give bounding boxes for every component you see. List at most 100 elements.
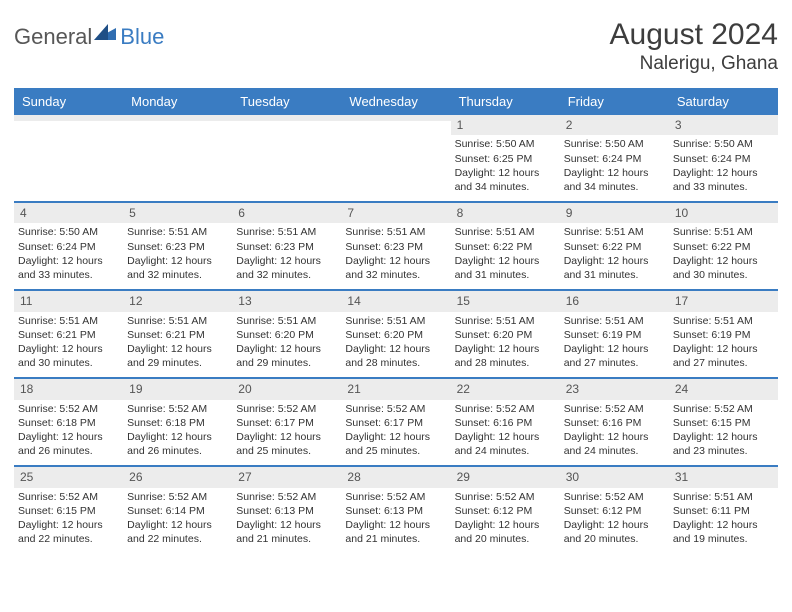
daylight-text-1: Daylight: 12 hours xyxy=(564,518,665,532)
day-cell: 5Sunrise: 5:51 AMSunset: 6:23 PMDaylight… xyxy=(123,202,232,290)
day-info: Sunrise: 5:50 AMSunset: 6:25 PMDaylight:… xyxy=(451,135,560,201)
sunrise-text: Sunrise: 5:51 AM xyxy=(564,225,665,239)
location-label: Nalerigu, Ghana xyxy=(610,53,778,75)
sunrise-text: Sunrise: 5:52 AM xyxy=(564,402,665,416)
page-header: General Blue August 2024 Nalerigu, Ghana xyxy=(14,18,778,82)
day-number: 3 xyxy=(669,115,778,135)
sunset-text: Sunset: 6:20 PM xyxy=(236,328,337,342)
daylight-text-2: and 31 minutes. xyxy=(564,268,665,282)
day-number: 12 xyxy=(123,291,232,311)
calendar-body: 1Sunrise: 5:50 AMSunset: 6:25 PMDaylight… xyxy=(14,115,778,553)
day-info: Sunrise: 5:51 AMSunset: 6:20 PMDaylight:… xyxy=(451,312,560,378)
day-number: 18 xyxy=(14,379,123,399)
sunrise-text: Sunrise: 5:52 AM xyxy=(127,490,228,504)
day-info: Sunrise: 5:50 AMSunset: 6:24 PMDaylight:… xyxy=(669,135,778,201)
day-info: Sunrise: 5:52 AMSunset: 6:14 PMDaylight:… xyxy=(123,488,232,554)
sunset-text: Sunset: 6:12 PM xyxy=(564,504,665,518)
day-number: 14 xyxy=(341,291,450,311)
day-info: Sunrise: 5:51 AMSunset: 6:22 PMDaylight:… xyxy=(560,223,669,289)
day-cell: 25Sunrise: 5:52 AMSunset: 6:15 PMDayligh… xyxy=(14,466,123,553)
sunrise-text: Sunrise: 5:52 AM xyxy=(345,402,446,416)
daylight-text-1: Daylight: 12 hours xyxy=(127,342,228,356)
day-cell: 26Sunrise: 5:52 AMSunset: 6:14 PMDayligh… xyxy=(123,466,232,553)
calendar-table: Sunday Monday Tuesday Wednesday Thursday… xyxy=(14,88,778,553)
sunset-text: Sunset: 6:13 PM xyxy=(236,504,337,518)
daylight-text-2: and 33 minutes. xyxy=(18,268,119,282)
brand-text-1: General xyxy=(14,24,92,50)
day-number: 28 xyxy=(341,467,450,487)
sunrise-text: Sunrise: 5:51 AM xyxy=(564,314,665,328)
sunrise-text: Sunrise: 5:51 AM xyxy=(236,225,337,239)
sunset-text: Sunset: 6:15 PM xyxy=(673,416,774,430)
daylight-text-2: and 32 minutes. xyxy=(127,268,228,282)
sunrise-text: Sunrise: 5:51 AM xyxy=(673,314,774,328)
sunset-text: Sunset: 6:19 PM xyxy=(673,328,774,342)
day-info xyxy=(341,121,450,130)
daylight-text-2: and 22 minutes. xyxy=(127,532,228,546)
day-info: Sunrise: 5:51 AMSunset: 6:11 PMDaylight:… xyxy=(669,488,778,554)
sunrise-text: Sunrise: 5:50 AM xyxy=(673,137,774,151)
daylight-text-2: and 28 minutes. xyxy=(345,356,446,370)
week-row: 4Sunrise: 5:50 AMSunset: 6:24 PMDaylight… xyxy=(14,202,778,290)
day-number: 17 xyxy=(669,291,778,311)
daylight-text-2: and 32 minutes. xyxy=(345,268,446,282)
daylight-text-1: Daylight: 12 hours xyxy=(455,518,556,532)
weekday-wednesday: Wednesday xyxy=(341,88,450,115)
daylight-text-1: Daylight: 12 hours xyxy=(127,254,228,268)
daylight-text-2: and 22 minutes. xyxy=(18,532,119,546)
sunrise-text: Sunrise: 5:51 AM xyxy=(345,314,446,328)
day-number: 27 xyxy=(232,467,341,487)
day-cell: 28Sunrise: 5:52 AMSunset: 6:13 PMDayligh… xyxy=(341,466,450,553)
daylight-text-1: Daylight: 12 hours xyxy=(18,430,119,444)
day-info: Sunrise: 5:50 AMSunset: 6:24 PMDaylight:… xyxy=(14,223,123,289)
day-cell: 30Sunrise: 5:52 AMSunset: 6:12 PMDayligh… xyxy=(560,466,669,553)
daylight-text-2: and 25 minutes. xyxy=(345,444,446,458)
sunset-text: Sunset: 6:22 PM xyxy=(455,240,556,254)
day-number: 8 xyxy=(451,203,560,223)
day-info: Sunrise: 5:51 AMSunset: 6:19 PMDaylight:… xyxy=(560,312,669,378)
sunset-text: Sunset: 6:16 PM xyxy=(455,416,556,430)
sunset-text: Sunset: 6:22 PM xyxy=(564,240,665,254)
daylight-text-1: Daylight: 12 hours xyxy=(345,518,446,532)
daylight-text-1: Daylight: 12 hours xyxy=(673,342,774,356)
daylight-text-2: and 23 minutes. xyxy=(673,444,774,458)
daylight-text-2: and 28 minutes. xyxy=(455,356,556,370)
sunset-text: Sunset: 6:21 PM xyxy=(127,328,228,342)
day-info: Sunrise: 5:52 AMSunset: 6:16 PMDaylight:… xyxy=(560,400,669,466)
day-number: 19 xyxy=(123,379,232,399)
day-cell: 2Sunrise: 5:50 AMSunset: 6:24 PMDaylight… xyxy=(560,115,669,202)
daylight-text-2: and 27 minutes. xyxy=(564,356,665,370)
day-number: 25 xyxy=(14,467,123,487)
day-number: 31 xyxy=(669,467,778,487)
day-cell: 29Sunrise: 5:52 AMSunset: 6:12 PMDayligh… xyxy=(451,466,560,553)
day-cell: 9Sunrise: 5:51 AMSunset: 6:22 PMDaylight… xyxy=(560,202,669,290)
daylight-text-2: and 30 minutes. xyxy=(673,268,774,282)
daylight-text-1: Daylight: 12 hours xyxy=(236,430,337,444)
day-cell: 19Sunrise: 5:52 AMSunset: 6:18 PMDayligh… xyxy=(123,378,232,466)
sunrise-text: Sunrise: 5:51 AM xyxy=(127,225,228,239)
sunrise-text: Sunrise: 5:51 AM xyxy=(18,314,119,328)
sunrise-text: Sunrise: 5:51 AM xyxy=(345,225,446,239)
sunset-text: Sunset: 6:17 PM xyxy=(345,416,446,430)
day-info: Sunrise: 5:51 AMSunset: 6:23 PMDaylight:… xyxy=(232,223,341,289)
daylight-text-1: Daylight: 12 hours xyxy=(673,430,774,444)
day-cell: 7Sunrise: 5:51 AMSunset: 6:23 PMDaylight… xyxy=(341,202,450,290)
day-number: 24 xyxy=(669,379,778,399)
daylight-text-1: Daylight: 12 hours xyxy=(673,254,774,268)
day-info: Sunrise: 5:52 AMSunset: 6:18 PMDaylight:… xyxy=(14,400,123,466)
week-row: 11Sunrise: 5:51 AMSunset: 6:21 PMDayligh… xyxy=(14,290,778,378)
daylight-text-1: Daylight: 12 hours xyxy=(455,342,556,356)
sunset-text: Sunset: 6:15 PM xyxy=(18,504,119,518)
daylight-text-1: Daylight: 12 hours xyxy=(455,430,556,444)
daylight-text-1: Daylight: 12 hours xyxy=(127,518,228,532)
day-number: 29 xyxy=(451,467,560,487)
day-cell xyxy=(14,115,123,202)
daylight-text-2: and 19 minutes. xyxy=(673,532,774,546)
sunset-text: Sunset: 6:16 PM xyxy=(564,416,665,430)
daylight-text-1: Daylight: 12 hours xyxy=(236,254,337,268)
sunrise-text: Sunrise: 5:52 AM xyxy=(127,402,228,416)
day-info: Sunrise: 5:51 AMSunset: 6:21 PMDaylight:… xyxy=(123,312,232,378)
day-cell: 4Sunrise: 5:50 AMSunset: 6:24 PMDaylight… xyxy=(14,202,123,290)
day-cell: 22Sunrise: 5:52 AMSunset: 6:16 PMDayligh… xyxy=(451,378,560,466)
sunset-text: Sunset: 6:23 PM xyxy=(127,240,228,254)
